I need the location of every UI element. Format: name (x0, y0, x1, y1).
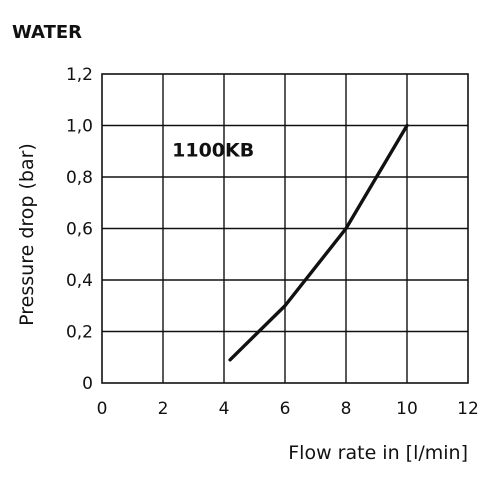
x-tick-label: 6 (280, 399, 291, 419)
y-axis-label: Pressure drop (bar) (16, 143, 38, 326)
y-tick-labels: 0 0,2 0,4 0,6 0,8 1,0 1,2 (66, 65, 93, 394)
y-tick-label: 1,0 (66, 117, 93, 137)
plot-frame (101, 73, 469, 384)
x-axis-label: Flow rate in [l/min] (288, 442, 468, 464)
chart-title: WATER (12, 22, 82, 43)
y-tick-label: 0,6 (66, 220, 93, 240)
x-tick-label: 4 (219, 399, 230, 419)
grid (102, 74, 468, 383)
x-tick-label: 12 (457, 399, 479, 419)
y-tick-label: 0,4 (66, 271, 93, 291)
x-tick-label: 10 (396, 399, 418, 419)
series-line (228, 123, 409, 362)
x-tick-label: 0 (97, 399, 108, 419)
y-tick-label: 0,8 (66, 168, 93, 188)
y-tick-label: 0 (82, 374, 93, 394)
series-label: 1100KB (172, 139, 254, 161)
series-layer (228, 123, 409, 362)
x-tick-labels: 0 2 4 6 8 10 12 (97, 399, 479, 419)
y-tick-label: 0,2 (66, 323, 93, 343)
y-tick-label: 1,2 (66, 65, 93, 85)
x-tick-label: 2 (158, 399, 169, 419)
x-tick-label: 8 (341, 399, 352, 419)
